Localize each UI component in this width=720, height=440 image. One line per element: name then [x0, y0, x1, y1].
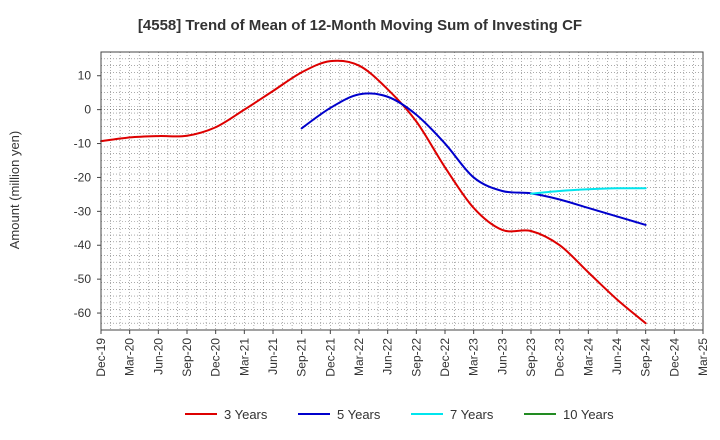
x-tick-label: Jun-23 [495, 338, 509, 375]
x-tick-label: Dec-20 [209, 338, 223, 377]
series-group [100, 59, 647, 325]
x-tick-label: Sep-24 [639, 338, 653, 377]
series-line-3-years [100, 59, 647, 325]
legend-label: 7 Years [450, 407, 494, 422]
x-tick-label: Dec-21 [323, 338, 337, 377]
x-tick-label: Sep-21 [295, 338, 309, 377]
x-tick-label: Mar-24 [581, 338, 595, 376]
x-tick-label: Mar-21 [237, 338, 251, 376]
x-tick-label: Mar-20 [123, 338, 137, 376]
legend: 3 Years 5 Years 7 Years 10 Years [185, 407, 614, 422]
x-tick-label: Sep-22 [409, 338, 423, 377]
y-tick-label: -30 [74, 204, 92, 218]
y-tick-label: -50 [74, 272, 92, 286]
x-tick-label: Jun-20 [151, 338, 165, 375]
x-ticks: Dec-19 Mar-20 Jun-20 Sep-20 Dec-20 Mar-21 Jun-… [94, 330, 710, 377]
y-tick-label: -60 [74, 306, 92, 320]
x-tick-label: Dec-24 [667, 338, 681, 377]
x-tick-label: Mar-25 [696, 338, 710, 376]
legend-label: 5 Years [337, 407, 381, 422]
plot-area [100, 51, 704, 331]
series-line-5-years [300, 92, 647, 226]
grid [101, 52, 703, 330]
y-ticks: 10 0 -10 -20 -30 -40 -50 -60 [74, 69, 101, 320]
x-tick-label: Dec-22 [438, 338, 452, 377]
x-tick-label: Sep-23 [524, 338, 538, 377]
x-tick-label: Sep-20 [180, 338, 194, 377]
x-tick-label: Mar-22 [352, 338, 366, 376]
x-tick-label: Jun-22 [381, 338, 395, 375]
x-tick-label: Jun-21 [266, 338, 280, 375]
chart-title: [4558] Trend of Mean of 12-Month Moving … [138, 17, 582, 34]
x-tick-label: Mar-23 [467, 338, 481, 376]
legend-label: 10 Years [563, 407, 614, 422]
x-tick-label: Dec-23 [553, 338, 567, 377]
y-tick-label: -40 [74, 238, 92, 252]
x-tick-label: Jun-24 [610, 338, 624, 375]
y-tick-label: 10 [78, 69, 92, 83]
y-axis-label: Amount (million yen) [7, 131, 22, 250]
x-tick-label: Dec-19 [94, 338, 108, 377]
y-tick-label: -20 [74, 170, 92, 184]
legend-label: 3 Years [224, 407, 268, 422]
series-line-7-years [530, 187, 647, 195]
y-tick-label: -10 [74, 137, 92, 151]
y-tick-label: 0 [84, 103, 91, 117]
